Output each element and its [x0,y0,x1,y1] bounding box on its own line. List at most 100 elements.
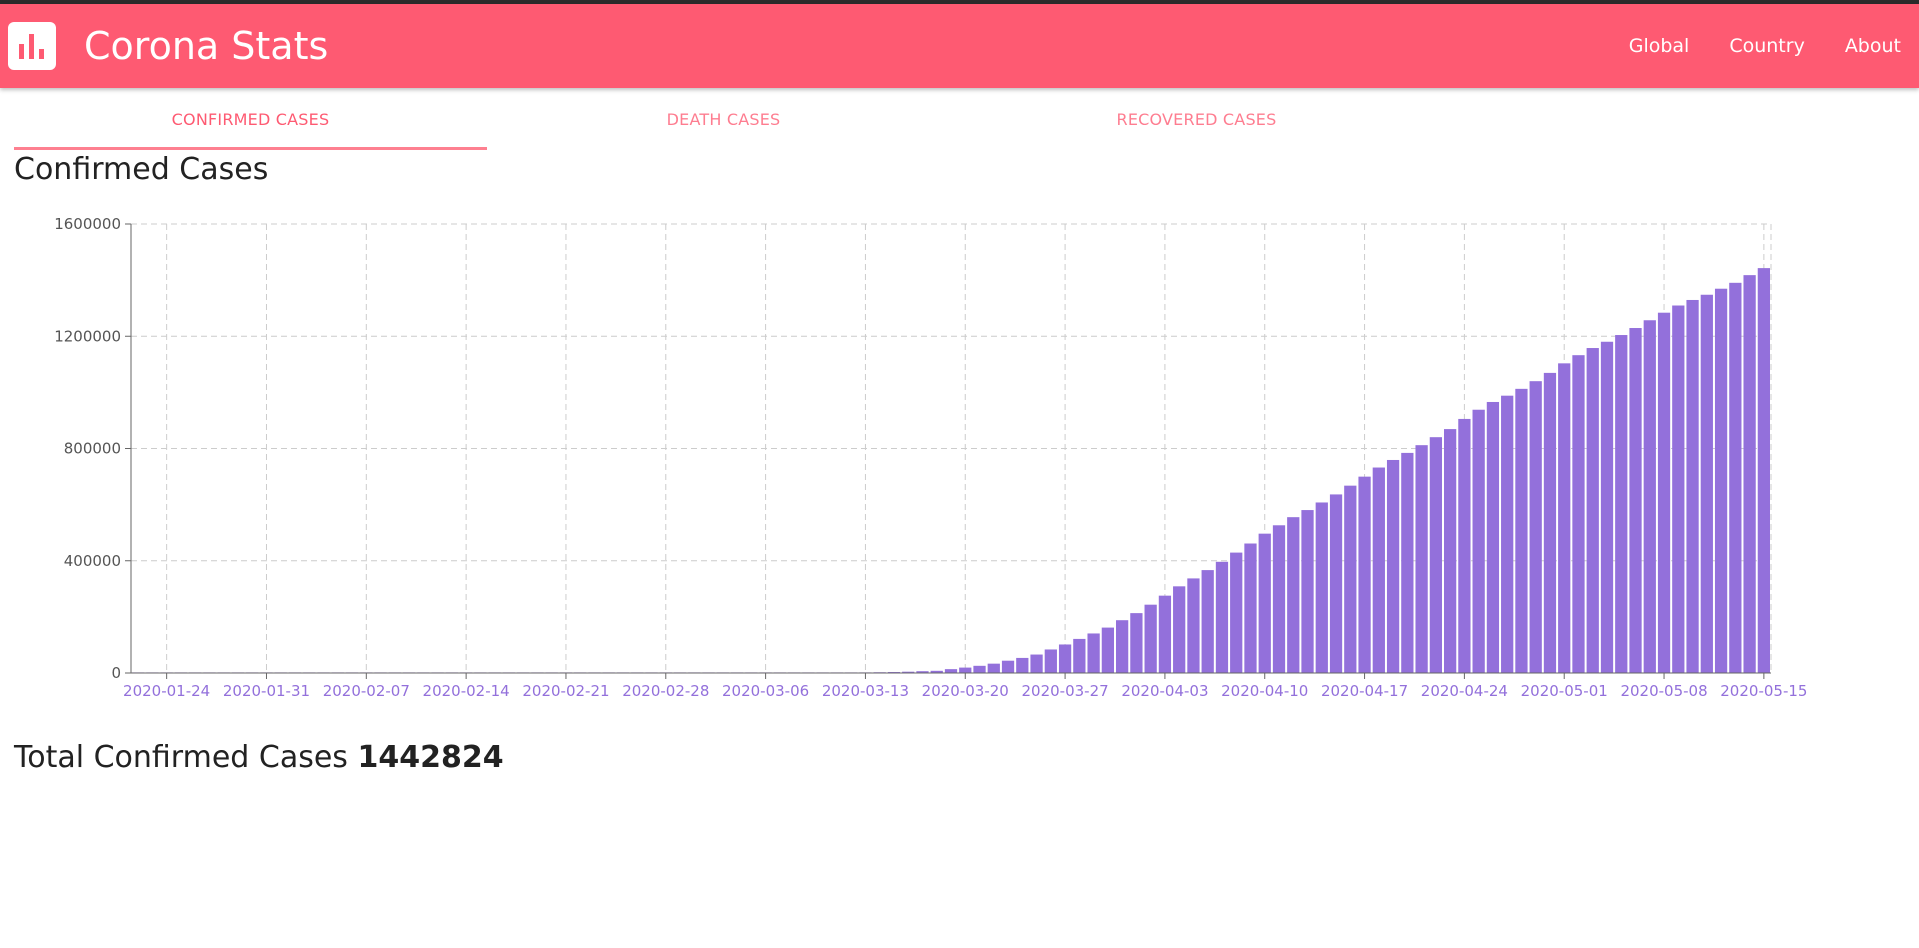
y-tick-label: 800000 [64,440,121,458]
bar [1529,381,1542,673]
bar [1258,533,1271,673]
bar [1743,275,1756,673]
bar [1073,638,1086,673]
bar [959,667,972,673]
bar [1600,341,1614,673]
total-label: Total Confirmed Cases [14,740,348,775]
bar [1657,312,1671,673]
bar [1372,467,1385,673]
bar [1515,388,1528,673]
bar [1173,586,1186,673]
bar [1244,543,1257,673]
bar [1714,288,1728,673]
bar [1572,355,1585,673]
bar [1044,649,1057,673]
x-tick-label: 2020-04-17 [1321,682,1408,700]
bar [1016,657,1029,673]
total-confirmed: Total Confirmed Cases 1442824 [14,738,504,778]
bar [1429,437,1442,673]
x-tick-label: 2020-04-24 [1421,682,1508,700]
total-value: 1442824 [357,740,504,775]
bar [1501,395,1514,673]
bar [973,665,986,673]
x-tick-label: 2020-03-06 [722,682,809,700]
bar [1757,268,1770,673]
x-tick-label: 2020-01-31 [223,682,310,700]
nav-country[interactable]: Country [1729,35,1805,57]
bar [944,669,958,673]
y-tick-label: 1600000 [54,215,121,233]
bar [1686,299,1699,673]
case-type-tabs: CONFIRMED CASES DEATH CASES RECOVERED CA… [14,88,1433,150]
bar [1130,613,1143,673]
bar [1700,294,1713,673]
bar [1386,459,1400,673]
bar [1458,418,1471,673]
bar [1101,627,1114,673]
bar [1087,633,1100,673]
bar [1315,502,1328,673]
bar [1729,282,1742,673]
bar [1472,409,1485,673]
bar [1187,578,1200,673]
bar [1158,595,1172,673]
bar [1415,445,1428,673]
bar [1615,335,1628,673]
window-top-border [0,0,1919,4]
bar [916,671,929,673]
bar [1558,363,1571,673]
bar-chart-icon [19,34,44,59]
nav-about[interactable]: About [1844,35,1901,57]
x-tick-label: 2020-02-21 [522,682,609,700]
bar [1144,604,1157,673]
bar [1116,620,1129,673]
y-tick-label: 400000 [64,552,121,570]
bar [987,663,1000,673]
bar [1358,476,1371,673]
x-tick-label: 2020-04-10 [1221,682,1308,700]
bar [1272,525,1286,673]
bar [1543,372,1557,673]
bar [1486,401,1500,673]
x-tick-label: 2020-05-01 [1521,682,1608,700]
x-tick-label: 2020-05-08 [1620,682,1707,700]
top-nav: Global Country About [1589,34,1901,58]
bar [1230,552,1243,673]
bar [1401,452,1414,673]
bar [1030,654,1043,673]
bar [1001,660,1015,673]
bar [1643,320,1656,673]
bar [1344,485,1357,673]
x-tick-label: 2020-03-13 [822,682,909,700]
bar [1629,328,1642,673]
x-tick-label: 2020-02-14 [423,682,510,700]
bar [1201,570,1214,673]
bar [1287,517,1300,673]
x-tick-label: 2020-03-20 [922,682,1009,700]
y-tick-label: 1200000 [54,327,121,345]
y-tick-label: 0 [111,664,121,682]
tab-death-cases[interactable]: DEATH CASES [666,109,781,129]
bar [930,670,943,673]
bar [902,671,915,673]
bar [1586,348,1599,673]
bar [1215,561,1229,673]
confirmed-cases-bar-chart: 0 400000 800000 1200000 1600000 2020-01-24 202… [54,215,1807,700]
x-tick-label: 2020-05-15 [1720,682,1807,700]
app-title: Corona Stats [84,24,329,68]
x-tick-label: 2020-02-28 [622,682,709,700]
nav-global[interactable]: Global [1628,35,1690,57]
x-tick-label: 2020-01-24 [123,682,210,700]
app-logo[interactable] [8,22,56,70]
bar [1329,494,1343,673]
tab-recovered-cases[interactable]: RECOVERED CASES [1116,109,1277,129]
tab-confirmed-cases[interactable]: CONFIRMED CASES [171,109,330,129]
bar [1058,644,1072,673]
page-title: Confirmed Cases [14,152,269,187]
x-tick-label: 2020-02-07 [323,682,410,700]
bar [1301,510,1314,673]
app-bar: Corona Stats Global Country About [0,4,1919,88]
x-tick-label: 2020-03-27 [1021,682,1108,700]
bar [1672,305,1685,673]
bar [1444,429,1457,673]
